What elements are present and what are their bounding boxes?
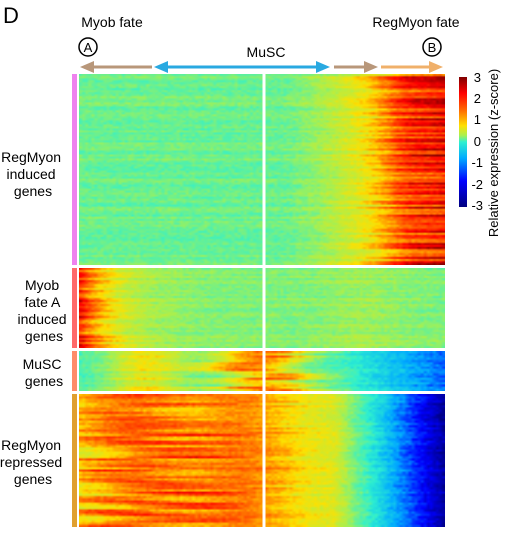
heatmap-block-myob-induced: [72, 268, 445, 348]
colorbar-tick: -3: [471, 198, 483, 213]
group-label-line: RegMyon: [1, 149, 61, 165]
group-label-regmyon-induced: RegMyon induced genes: [1, 149, 65, 199]
fate-title-right: RegMyon fate: [372, 14, 459, 30]
arrow-musc-head-left: [154, 61, 168, 73]
heatmap-block-musc: [72, 351, 445, 391]
group-bar-regmyon-repressed: [72, 394, 77, 527]
group-label-line: induced: [18, 311, 67, 327]
group-label-myob-induced: Myob fate A induced genes: [18, 277, 71, 344]
panel-label: D: [3, 3, 19, 28]
group-bar-myob-induced: [72, 268, 77, 348]
heatmap-image-musc: [79, 351, 445, 391]
fate-title-left: Myob fate: [81, 14, 143, 30]
fate-title-center: MuSC: [247, 44, 286, 60]
group-label-line: genes: [14, 183, 52, 199]
arrow-regmyon-1-head: [364, 61, 378, 73]
group-bar-musc: [72, 351, 77, 391]
group-label-line: RegMyon: [1, 437, 61, 453]
group-bar-regmyon-induced: [72, 74, 77, 265]
colorbar-tick: 1: [474, 112, 481, 127]
group-label-line: genes: [25, 373, 63, 389]
colorbar: 3 2 1 0 -1 -2 -3 Relative expression (z-…: [459, 69, 501, 237]
marker-b: B: [422, 37, 442, 57]
arrow-musc-head-right: [316, 61, 330, 73]
trajectory-arrows: [80, 61, 443, 73]
marker-a: A: [78, 37, 98, 57]
arrow-myob-head: [80, 61, 94, 73]
marker-b-label: B: [428, 40, 437, 55]
group-label-line: MuSC: [23, 356, 62, 372]
group-label-line: genes: [14, 471, 52, 487]
heatmap-block-regmyon-repressed: [72, 394, 445, 527]
colorbar-tick: 3: [474, 70, 481, 85]
heatmap-image-myob-induced: [79, 268, 445, 348]
group-label-line: induced: [7, 166, 56, 182]
colorbar-tick: 2: [474, 91, 481, 106]
colorbar-tick: 0: [474, 134, 481, 149]
marker-a-label: A: [84, 40, 93, 55]
heatmap-block-regmyon-induced: [72, 74, 445, 265]
group-label-line: fate A: [25, 294, 61, 310]
group-label-regmyon-repressed: RegMyon repressed genes: [0, 437, 66, 487]
heatmap-image-regmyon-induced: [79, 74, 445, 265]
arrow-regmyon-2-head: [429, 61, 443, 73]
group-label-line: genes: [25, 328, 63, 344]
colorbar-tick: -2: [471, 177, 483, 192]
group-label-line: repressed: [0, 454, 62, 470]
heatmap-image-regmyon-repressed: [79, 394, 445, 527]
group-label-musc: MuSC genes: [23, 356, 66, 389]
group-label-line: Myob: [25, 277, 59, 293]
colorbar-tick: -1: [471, 155, 483, 170]
colorbar-title: Relative expression (z-score): [486, 69, 501, 237]
colorbar-gradient: [459, 77, 467, 207]
